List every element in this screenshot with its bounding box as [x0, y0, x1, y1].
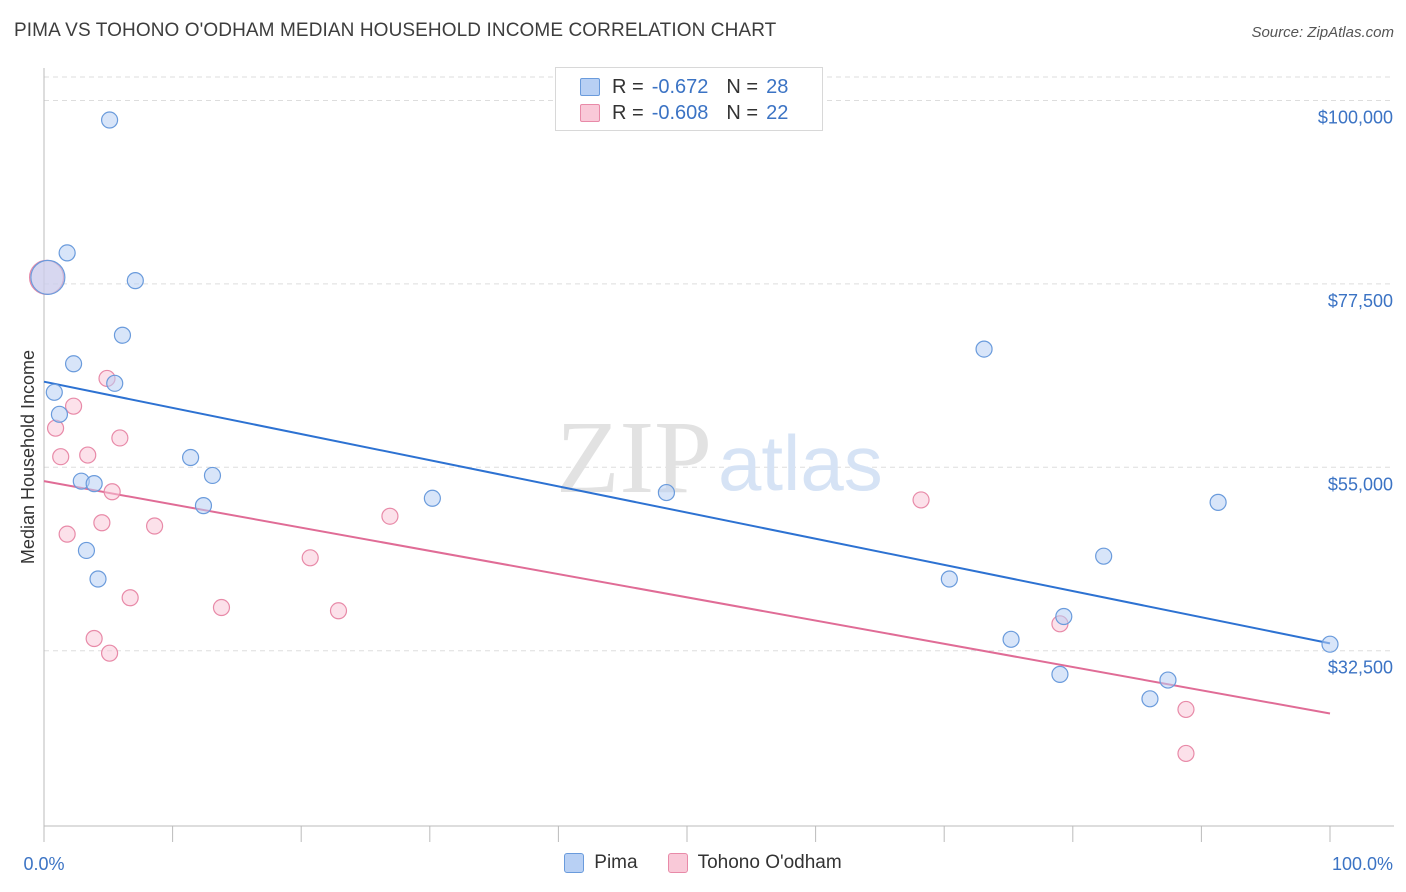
y-tick-label: $77,500: [1328, 291, 1393, 311]
point-pima: [30, 259, 66, 295]
x-tick-label-min: 0.0%: [23, 854, 64, 874]
chart-title: PIMA VS TOHONO O'ODHAM MEDIAN HOUSEHOLD …: [14, 20, 777, 41]
point-tohono: [64, 397, 83, 415]
trend-line-pima: [43, 380, 1331, 645]
y-tick-labels: $32,500 $55,000 $77,500 $100,000: [1318, 107, 1393, 677]
trend-line-tohono: [43, 480, 1331, 715]
chart-source: Source: ZipAtlas.com: [1251, 24, 1394, 41]
point-pima: [85, 475, 103, 493]
legend-row-pima: R = -0.672 N = 28: [580, 75, 788, 99]
n-label: N =: [726, 101, 759, 124]
y-tick-label: $32,500: [1328, 658, 1393, 678]
point-tohono: [85, 629, 103, 648]
r-value: -0.672: [651, 75, 709, 98]
point-pima: [100, 111, 119, 129]
point-pima: [203, 466, 222, 485]
point-pima: [182, 448, 200, 467]
point-pima: [50, 405, 69, 423]
point-tohono: [58, 525, 76, 543]
point-pima: [940, 570, 958, 588]
point-pima: [657, 483, 676, 502]
point-pima: [194, 497, 213, 515]
point-pima: [423, 489, 441, 507]
point-pima: [58, 244, 76, 262]
x-tick-label-max: 100.0%: [1332, 854, 1393, 874]
x-tick-labels: 0.0% 100.0%: [23, 854, 1393, 874]
legend-swatch-pima: [580, 78, 600, 96]
watermark-atlas: atlas: [718, 419, 883, 507]
point-tohono: [79, 446, 97, 464]
legend-row-tohono: R = -0.608 N = 22: [580, 101, 788, 125]
point-pima: [64, 355, 83, 373]
point-tohono: [93, 514, 111, 532]
legend-label-tohono: Tohono O'odham: [697, 852, 842, 873]
point-tohono: [329, 602, 348, 620]
data-points: [28, 111, 1339, 763]
point-pima: [1095, 547, 1113, 565]
legend-label-pima: Pima: [594, 852, 638, 873]
n-label: N =: [726, 75, 759, 98]
r-label: R =: [612, 75, 644, 98]
point-tohono: [1177, 700, 1195, 719]
y-axis-label: Median Household Income: [18, 350, 38, 564]
point-tohono: [111, 429, 129, 447]
point-tohono: [145, 517, 164, 535]
r-value: -0.608: [651, 101, 709, 124]
point-pima: [1141, 690, 1159, 708]
point-pima: [1321, 635, 1339, 653]
point-tohono: [912, 491, 930, 509]
grid-lines: [44, 76, 1394, 652]
series-legend: Pima Tohono O'odham: [0, 852, 1406, 874]
point-pima: [1055, 607, 1073, 626]
point-tohono: [1177, 744, 1195, 763]
point-pima: [1209, 493, 1227, 511]
point-tohono: [100, 644, 119, 662]
point-tohono: [103, 483, 121, 501]
point-tohono: [52, 448, 70, 466]
point-tohono: [301, 549, 319, 567]
y-tick-label: $55,000: [1328, 474, 1393, 494]
point-tohono: [121, 589, 139, 607]
point-tohono: [212, 598, 231, 617]
legend-swatch-tohono: [667, 853, 688, 873]
legend-item-pima[interactable]: Pima: [564, 852, 638, 874]
point-tohono: [381, 507, 399, 525]
trend-lines: [43, 380, 1331, 715]
axes: [43, 68, 1394, 842]
point-pima: [106, 374, 124, 392]
point-pima: [975, 340, 993, 358]
legend-item-tohono[interactable]: Tohono O'odham: [667, 852, 842, 874]
point-pima: [45, 383, 63, 401]
watermark: ZIP atlas: [556, 400, 883, 515]
point-pima: [1159, 671, 1177, 689]
watermark-zip: ZIP: [556, 400, 712, 515]
n-value: 22: [766, 101, 789, 124]
point-pima: [113, 326, 132, 344]
legend-swatch-tohono: [580, 104, 600, 122]
correlation-legend: R = -0.672 N = 28 R = -0.608 N = 22: [555, 67, 823, 131]
legend-swatch-pima: [564, 853, 585, 873]
y-tick-label: $100,000: [1318, 107, 1393, 127]
point-pima: [1002, 630, 1020, 648]
point-pima: [1051, 665, 1069, 683]
point-pima: [126, 272, 144, 290]
point-pima: [77, 541, 96, 560]
point-pima: [89, 570, 107, 588]
n-value: 28: [766, 75, 789, 98]
r-label: R =: [612, 101, 644, 124]
